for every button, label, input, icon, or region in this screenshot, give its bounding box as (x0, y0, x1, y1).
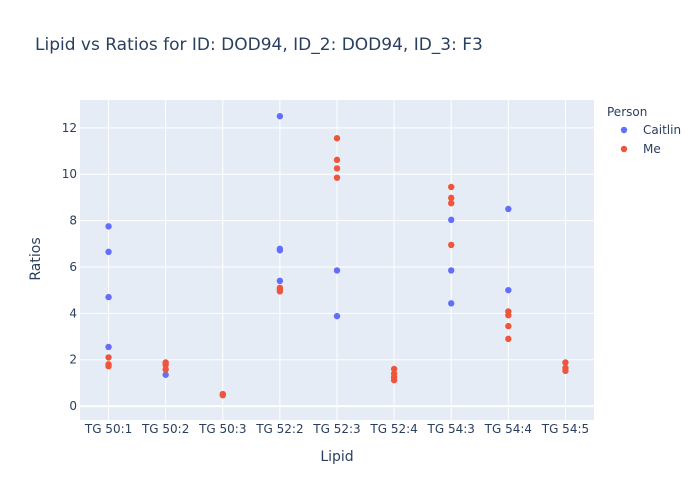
x-tick-label: TG 54:5 (541, 422, 589, 436)
data-point-me[interactable] (505, 322, 512, 330)
x-tick-label: TG 50:2 (141, 422, 189, 436)
legend: Person Caitlin Me (607, 105, 681, 156)
x-tick-label: TG 52:2 (255, 422, 303, 436)
data-point-caitlin[interactable] (505, 205, 512, 213)
data-point-caitlin[interactable] (105, 343, 112, 351)
legend-marker[interactable] (620, 126, 628, 134)
y-tick-label: 0 (69, 399, 77, 413)
data-point-me[interactable] (448, 183, 455, 191)
data-point-me[interactable] (505, 311, 512, 319)
data-point-me[interactable] (390, 365, 398, 373)
data-point-me[interactable] (162, 366, 169, 373)
y-tick-labels: 0 2 4 6 8 10 12 (62, 121, 77, 413)
data-point-caitlin[interactable] (333, 312, 341, 320)
data-point-caitlin[interactable] (162, 371, 169, 378)
x-tick-label: TG 54:3 (427, 422, 475, 436)
data-point-me[interactable] (448, 194, 455, 202)
data-point-caitlin[interactable] (448, 216, 455, 224)
y-tick-label: 6 (69, 260, 77, 274)
data-point-me[interactable] (390, 376, 398, 384)
data-point-caitlin[interactable] (105, 248, 112, 256)
x-tick-labels: TG 50:1 TG 50:2 TG 50:3 TG 52:2 TG 52:3 TG 52… (84, 422, 589, 436)
y-tick-label: 4 (69, 306, 77, 320)
data-point-me[interactable] (448, 199, 455, 207)
x-axis-title: Lipid (320, 449, 353, 465)
data-point-me[interactable] (505, 335, 512, 343)
data-point-caitlin[interactable] (505, 286, 512, 294)
data-point-me[interactable] (562, 367, 569, 375)
legend-title: Person (607, 105, 647, 119)
data-point-me[interactable] (448, 241, 455, 249)
data-point-caitlin[interactable] (105, 223, 112, 230)
x-tick-label: TG 52:4 (369, 422, 417, 436)
y-tick-label: 2 (69, 353, 77, 367)
legend-label[interactable]: Me (643, 142, 661, 156)
legend-marker[interactable] (620, 145, 628, 153)
y-axis-title: Ratios (28, 237, 44, 280)
data-point-me[interactable] (333, 165, 341, 172)
x-tick-label: TG 52:3 (312, 422, 360, 436)
data-point-me[interactable] (333, 135, 341, 142)
y-tick-label: 8 (69, 214, 77, 228)
x-tick-label: TG 50:3 (198, 422, 246, 436)
data-point-caitlin[interactable] (448, 300, 455, 307)
data-point-me[interactable] (219, 391, 226, 399)
data-point-me[interactable] (562, 359, 569, 366)
data-point-caitlin[interactable] (333, 267, 341, 274)
data-points (105, 113, 569, 399)
x-tick-label: TG 54:4 (484, 422, 532, 436)
data-point-me[interactable] (333, 156, 341, 164)
y-tick-label: 12 (62, 121, 77, 135)
data-point-me[interactable] (333, 174, 341, 181)
y-tick-label: 10 (62, 167, 77, 181)
data-point-me[interactable] (105, 363, 112, 370)
data-point-caitlin[interactable] (276, 277, 284, 285)
data-point-me[interactable] (276, 288, 284, 295)
x-tick-label: TG 50:1 (84, 422, 132, 436)
chart-title: Lipid vs Ratios for ID: DOD94, ID_2: DOD… (35, 35, 483, 55)
data-point-caitlin[interactable] (105, 293, 112, 301)
data-point-caitlin[interactable] (276, 113, 284, 120)
data-point-me[interactable] (162, 361, 169, 369)
data-point-caitlin[interactable] (448, 267, 455, 274)
legend-label[interactable]: Caitlin (643, 123, 681, 137)
data-point-me[interactable] (105, 354, 112, 361)
data-point-caitlin[interactable] (276, 247, 284, 254)
